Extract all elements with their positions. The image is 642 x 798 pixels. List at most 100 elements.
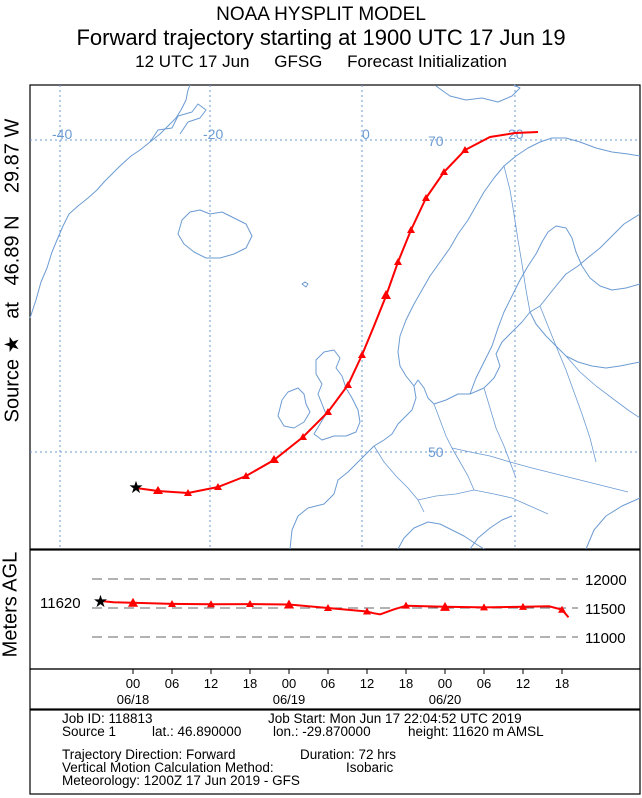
map-frame — [29, 84, 641, 550]
map-marker-06-20-00 — [358, 351, 366, 358]
sweden-finland-coast — [469, 225, 641, 395]
border-alps — [417, 489, 549, 515]
height-marker — [324, 604, 332, 611]
date-label-06-20: 06/20 — [429, 692, 462, 707]
mediterranean-shore — [397, 521, 485, 550]
height-source-star-icon: ★ — [93, 592, 108, 611]
time-tick-1: 06 — [165, 676, 179, 691]
trajectory-direction: Trajectory Direction: Forward — [62, 747, 236, 762]
job-start: Job Start: Mon Jun 17 22:04:52 UTC 2019 — [268, 711, 522, 726]
info-latitude: lat.: 46.890000 — [152, 724, 242, 739]
map-marker-06-20-18 — [407, 226, 415, 233]
iceland-coast — [177, 209, 253, 259]
height-marker — [558, 605, 566, 613]
border-scandinavia — [503, 165, 531, 313]
height-marker — [519, 602, 527, 610]
job-id: Job ID: 118813 — [62, 711, 153, 726]
init-time: 12 UTC 17 Jun — [135, 52, 250, 71]
map-marker-06-19-18 — [344, 381, 352, 388]
time-tick-11: 18 — [555, 676, 569, 691]
height-markers — [128, 597, 566, 615]
height-marker — [440, 601, 450, 611]
height-marker — [246, 600, 254, 608]
date-label-06-18: 06/18 — [117, 692, 150, 707]
time-axis-labels: 00 06 12 18 00 06 12 18 00 06 12 18 06/1… — [117, 676, 570, 707]
date-label-06-19: 06/19 — [273, 692, 306, 707]
source-height-value: 11620 — [40, 595, 81, 612]
map-marker-06-20-12 — [394, 258, 402, 265]
time-tick-2: 12 — [204, 676, 218, 691]
map-marker-06-19-00 — [269, 455, 279, 463]
height-marker — [128, 597, 138, 607]
height-marker — [402, 601, 410, 609]
info-box-frame — [29, 709, 641, 795]
trajectory-path — [135, 131, 539, 495]
border-poland — [483, 387, 517, 479]
time-tick-10: 12 — [516, 676, 530, 691]
map-marker-06-18-06 — [184, 489, 192, 496]
map-marker-06-20-06 — [381, 290, 391, 299]
vertical-method-value: Isobaric — [346, 760, 394, 775]
map-marker-06-21-00 — [422, 194, 430, 201]
map-marker-06-18-18 — [242, 472, 250, 479]
map-marker-06-18-00 — [153, 486, 163, 494]
met-source: GFSG — [274, 52, 323, 71]
y-tick-11500: 11500 — [585, 601, 626, 618]
init-label: Forecast Initialization — [347, 52, 507, 71]
lat-label-70n: 70 — [428, 133, 444, 149]
time-tick-3: 18 — [243, 676, 257, 691]
faroe-islands — [301, 281, 309, 288]
height-marker — [168, 599, 176, 607]
lat-label-50n: 50 — [428, 444, 444, 460]
y-tick-12000: 12000 — [585, 572, 627, 589]
map-marker-06-21-12 — [461, 146, 469, 153]
time-tick-0: 00 — [126, 676, 140, 691]
time-axis-ticks — [132, 669, 563, 674]
time-axis-frame — [29, 668, 641, 710]
baltic-shore — [529, 311, 641, 369]
map-marker-06-19-06 — [299, 433, 307, 440]
border-central — [451, 447, 629, 493]
greenland-coast — [29, 84, 191, 319]
map-content: -40 -20 0 20 70 50 — [29, 84, 641, 550]
map-marker-06-21-06 — [440, 168, 448, 175]
lon-label-20e: 20 — [508, 126, 524, 142]
svalbard-coast — [435, 84, 521, 103]
lon-label-40w: -40 — [52, 126, 72, 142]
country-borders — [373, 165, 641, 515]
border-france — [373, 445, 425, 513]
greenland-fjords — [149, 103, 207, 143]
map-graticule — [30, 85, 640, 549]
time-tick-9: 06 — [477, 676, 491, 691]
info-height: height: 11620 m AMSL — [408, 724, 544, 739]
source-number: Source 1 — [62, 724, 117, 739]
adriatic-shore — [469, 515, 513, 550]
norway-coast — [397, 137, 641, 387]
info-longitude: lon.: -29.870000 — [273, 724, 371, 739]
time-tick-7: 18 — [399, 676, 413, 691]
model-title: NOAA HYSPLIT MODEL — [216, 4, 426, 25]
time-tick-8: 00 — [438, 676, 452, 691]
trajectory-subtitle: Forward trajectory starting at 1900 UTC … — [76, 25, 566, 50]
map-marker-06-19-12 — [324, 408, 332, 415]
map-source-star-icon: ★ — [128, 478, 143, 497]
meteorology: Meteorology: 1200Z 17 Jun 2019 - GFS — [62, 773, 300, 788]
height-marker — [284, 599, 294, 609]
trajectory-markers — [153, 146, 469, 496]
y-tick-11000: 11000 — [585, 630, 626, 647]
map-marker-06-18-12 — [214, 483, 222, 490]
continent-coast — [289, 213, 641, 550]
graticule-labels: -40 -20 0 20 70 50 — [52, 126, 524, 460]
time-tick-4: 00 — [282, 676, 296, 691]
border-baltic-states — [565, 355, 641, 419]
ireland-coast — [277, 387, 311, 429]
britain-coast — [313, 349, 361, 441]
border-east — [539, 305, 597, 463]
trajectory-duration: Duration: 72 hrs — [300, 747, 397, 762]
coastlines — [29, 84, 641, 550]
height-y-ticks: 12000 11500 11000 — [585, 572, 627, 647]
height-marker — [480, 603, 488, 611]
height-marker — [207, 600, 215, 608]
height-marker — [363, 607, 371, 615]
